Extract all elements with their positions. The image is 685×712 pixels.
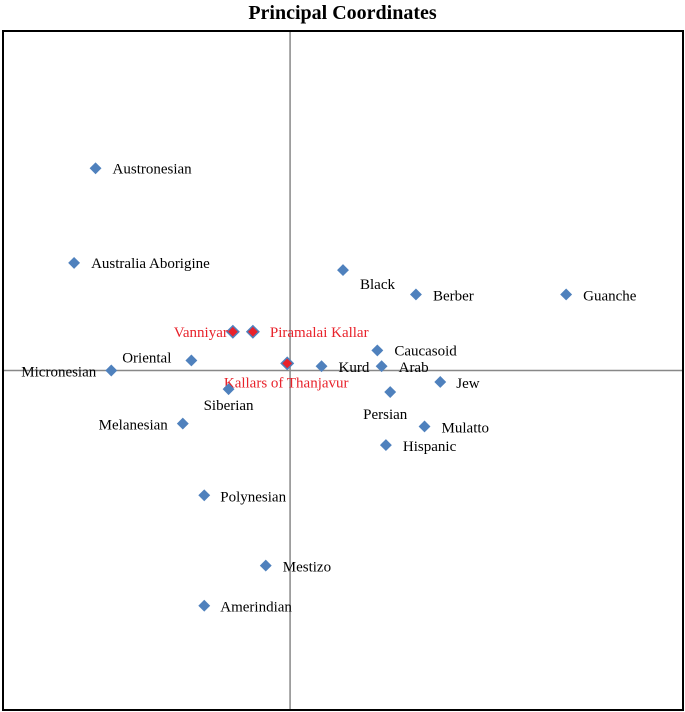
points-layer: Austronesian Australia Aborigine Black Berb… xyxy=(21,161,636,615)
point-label-australia-aborigine: Australia Aborigine xyxy=(91,256,210,272)
point-marker-black xyxy=(337,264,349,277)
point-label-siberian: Siberian xyxy=(204,398,254,414)
point-label-guanche: Guanche xyxy=(583,288,637,304)
point-marker-piramalai-kallar xyxy=(245,324,260,339)
point-label-kurd: Kurd xyxy=(339,360,370,376)
point-label-arab: Arab xyxy=(399,360,429,376)
point-marker-arab xyxy=(375,360,388,373)
point-label-amerindian: Amerindian xyxy=(220,600,292,616)
point-label-austronesian: Austronesian xyxy=(113,161,193,177)
point-marker-jew xyxy=(434,376,447,388)
point-marker-austronesian xyxy=(89,162,102,175)
point-marker-micronesian xyxy=(105,364,118,377)
point-label-melanesian: Melanesian xyxy=(99,418,169,434)
point-marker-kurd xyxy=(315,360,328,373)
point-label-berber: Berber xyxy=(433,288,474,304)
point-marker-caucasoid xyxy=(371,344,384,357)
point-label-mestizo: Mestizo xyxy=(283,560,331,576)
point-label-black: Black xyxy=(360,277,395,293)
point-label-hispanic: Hispanic xyxy=(403,439,457,455)
point-label-kallars-of-thanjavur: Kallars of Thanjavur xyxy=(224,375,349,391)
point-marker-vanniyar xyxy=(225,324,240,339)
point-label-micronesian: Micronesian xyxy=(21,365,96,381)
point-label-jew: Jew xyxy=(456,376,479,392)
point-marker-kallars-of-thanjavur xyxy=(280,356,295,371)
point-label-mulatto: Mulatto xyxy=(442,420,490,436)
point-marker-hispanic xyxy=(379,439,392,452)
point-marker-mulatto xyxy=(418,420,431,433)
point-label-caucasoid: Caucasoid xyxy=(394,343,457,359)
chart-title: Principal Coordinates xyxy=(248,2,437,24)
point-marker-persian xyxy=(384,386,397,398)
point-label-polynesian: Polynesian xyxy=(220,489,286,505)
point-label-vanniyar: Vanniyar xyxy=(174,325,228,341)
point-marker-berber xyxy=(410,288,422,301)
point-label-persian: Persian xyxy=(363,407,408,423)
point-label-oriental: Oriental xyxy=(122,350,171,366)
point-label-piramalai-kallar: Piramalai Kallar xyxy=(270,325,369,341)
